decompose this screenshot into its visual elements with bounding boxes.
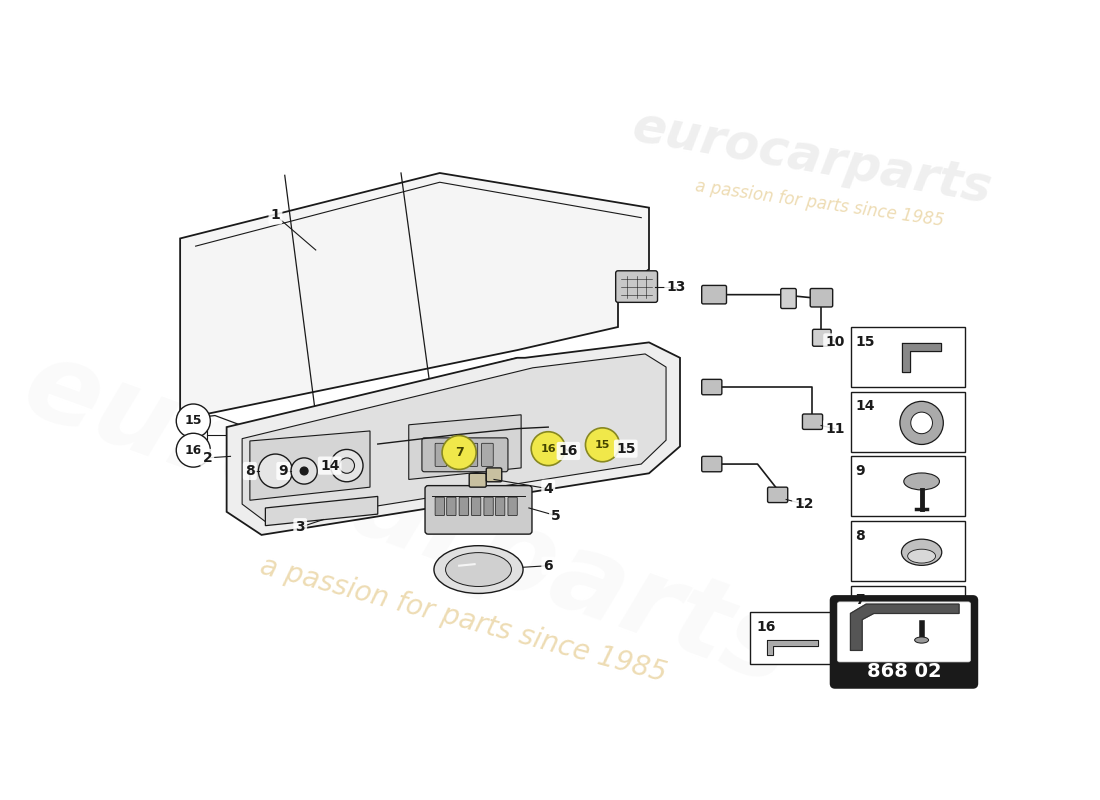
Polygon shape	[250, 431, 370, 500]
Text: 12: 12	[794, 497, 814, 511]
Polygon shape	[767, 640, 818, 655]
Text: 3: 3	[296, 520, 305, 534]
FancyBboxPatch shape	[850, 586, 965, 646]
FancyBboxPatch shape	[811, 289, 833, 307]
FancyBboxPatch shape	[850, 327, 965, 387]
Text: 868 02: 868 02	[867, 662, 942, 682]
Text: 2: 2	[202, 451, 212, 465]
FancyBboxPatch shape	[470, 474, 486, 487]
Polygon shape	[409, 414, 521, 479]
FancyBboxPatch shape	[616, 270, 658, 302]
Text: 16: 16	[540, 444, 557, 454]
Text: 1: 1	[271, 208, 281, 222]
Text: 15: 15	[595, 440, 610, 450]
FancyBboxPatch shape	[486, 468, 502, 482]
Circle shape	[585, 428, 619, 462]
Text: 5: 5	[551, 509, 561, 522]
FancyBboxPatch shape	[425, 486, 532, 534]
FancyBboxPatch shape	[832, 597, 977, 687]
FancyBboxPatch shape	[466, 443, 477, 466]
Ellipse shape	[902, 539, 942, 566]
Circle shape	[258, 454, 293, 488]
Polygon shape	[850, 604, 959, 650]
Polygon shape	[180, 173, 649, 419]
FancyBboxPatch shape	[436, 443, 447, 466]
Polygon shape	[227, 342, 680, 535]
Polygon shape	[242, 354, 667, 523]
Ellipse shape	[433, 546, 524, 594]
Text: 7: 7	[454, 446, 463, 459]
FancyBboxPatch shape	[436, 497, 444, 516]
FancyBboxPatch shape	[750, 612, 832, 664]
FancyBboxPatch shape	[422, 438, 508, 472]
Text: 14: 14	[320, 458, 340, 473]
Text: 9: 9	[278, 464, 288, 478]
Circle shape	[300, 467, 308, 475]
Text: 13: 13	[667, 280, 685, 294]
FancyBboxPatch shape	[781, 289, 796, 309]
Ellipse shape	[906, 603, 937, 623]
Circle shape	[290, 458, 317, 484]
FancyBboxPatch shape	[803, 414, 823, 430]
FancyBboxPatch shape	[451, 443, 462, 466]
FancyBboxPatch shape	[484, 497, 493, 516]
Circle shape	[442, 435, 476, 470]
Ellipse shape	[908, 549, 936, 563]
Ellipse shape	[446, 553, 512, 586]
Circle shape	[911, 412, 933, 434]
Text: 16: 16	[756, 619, 775, 634]
FancyBboxPatch shape	[495, 497, 505, 516]
FancyBboxPatch shape	[850, 521, 965, 581]
Text: 8: 8	[245, 464, 255, 478]
FancyBboxPatch shape	[482, 443, 493, 466]
FancyBboxPatch shape	[768, 487, 788, 502]
Circle shape	[531, 432, 565, 466]
Text: eurocarparts: eurocarparts	[10, 330, 807, 708]
Circle shape	[176, 434, 210, 467]
Circle shape	[900, 402, 944, 445]
Ellipse shape	[914, 637, 928, 643]
Text: 15: 15	[855, 334, 875, 349]
Text: 10: 10	[825, 335, 845, 350]
Text: 6: 6	[543, 558, 553, 573]
Ellipse shape	[904, 473, 939, 490]
Text: 15: 15	[185, 414, 202, 427]
FancyBboxPatch shape	[702, 286, 726, 304]
Text: 7: 7	[855, 594, 865, 607]
FancyBboxPatch shape	[850, 456, 965, 517]
Text: 8: 8	[855, 529, 865, 542]
Polygon shape	[902, 343, 940, 372]
Text: 16: 16	[559, 444, 579, 458]
Text: 15: 15	[616, 442, 636, 456]
Text: 14: 14	[855, 399, 875, 414]
Text: 16: 16	[185, 444, 202, 457]
FancyBboxPatch shape	[508, 497, 517, 516]
FancyBboxPatch shape	[837, 602, 970, 662]
Text: eurocarparts: eurocarparts	[628, 102, 996, 213]
Circle shape	[330, 450, 363, 482]
FancyBboxPatch shape	[702, 456, 722, 472]
FancyBboxPatch shape	[459, 497, 469, 516]
FancyBboxPatch shape	[447, 497, 456, 516]
Text: 4: 4	[543, 482, 553, 496]
Text: 11: 11	[825, 422, 845, 436]
Polygon shape	[265, 496, 377, 526]
FancyBboxPatch shape	[702, 379, 722, 394]
Text: 9: 9	[855, 464, 865, 478]
FancyBboxPatch shape	[850, 392, 965, 452]
Circle shape	[339, 458, 354, 474]
Text: a passion for parts since 1985: a passion for parts since 1985	[256, 552, 669, 687]
Circle shape	[176, 404, 210, 438]
FancyBboxPatch shape	[813, 330, 832, 346]
Text: a passion for parts since 1985: a passion for parts since 1985	[694, 178, 945, 230]
FancyBboxPatch shape	[472, 497, 481, 516]
